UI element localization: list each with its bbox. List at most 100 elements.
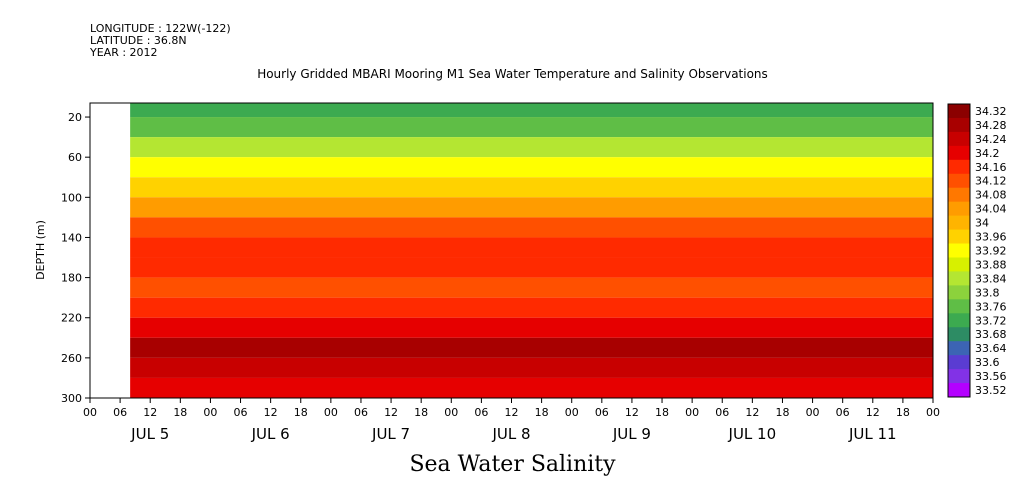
heatmap-band: [130, 197, 934, 218]
colorbar-swatch: [948, 104, 970, 119]
x-tick-label: 12: [505, 406, 519, 419]
variable-title: Sea Water Salinity: [409, 452, 616, 477]
chart-title: Hourly Gridded MBARI Mooring M1 Sea Wate…: [257, 67, 768, 81]
y-axis: 20 60 100 140 180 220 260 300: [61, 111, 90, 405]
x-tick-label: 12: [866, 406, 880, 419]
colorbar-swatch: [948, 313, 970, 328]
y-tick-label: 140: [61, 231, 82, 244]
x-tick-label: 18: [655, 406, 669, 419]
x-tick-label: 12: [143, 406, 157, 419]
latitude-label: LATITUDE : 36.8N: [90, 34, 187, 47]
y-axis-label: DEPTH (m): [34, 220, 47, 280]
colorbar-label: 33.88: [975, 258, 1007, 271]
x-tick-label: 06: [234, 406, 248, 419]
colorbar-swatch: [948, 369, 970, 384]
colorbar-swatch: [948, 327, 970, 342]
colorbar-swatch: [948, 201, 970, 217]
colorbar-label: 33.6: [975, 356, 1000, 369]
colorbar-swatch: [948, 257, 970, 272]
colorbar-label: 34.08: [975, 189, 1007, 202]
colorbar-swatch: [948, 243, 970, 258]
colorbar: 34.3234.2834.2434.234.1634.1234.0834.043…: [947, 103, 1007, 398]
y-tick-label: 100: [61, 191, 82, 204]
x-tick-label: 06: [113, 406, 127, 419]
heatmap-band: [130, 337, 934, 358]
colorbar-swatch: [948, 215, 970, 231]
x-tick-label: 12: [625, 406, 639, 419]
x-tick-label: 00: [444, 406, 458, 419]
heatmap-cells: [130, 103, 934, 398]
colorbar-label: 33.96: [975, 231, 1007, 244]
colorbar-swatch: [948, 159, 970, 175]
heatmap-band: [130, 377, 934, 398]
x-tick-label: 18: [294, 406, 308, 419]
x-tick-label: 00: [203, 406, 217, 419]
heatmap-band: [130, 237, 934, 258]
x-tick-label: 00: [806, 406, 820, 419]
y-tick-label: 220: [61, 312, 82, 325]
x-tick-label: 06: [715, 406, 729, 419]
heatmap-band: [130, 117, 934, 138]
year-label: YEAR : 2012: [90, 46, 158, 59]
colorbar-swatch: [948, 117, 970, 133]
colorbar-swatch: [948, 187, 970, 203]
x-tick-label: 00: [685, 406, 699, 419]
colorbar-label: 33.52: [975, 384, 1007, 397]
heatmap-band: [130, 177, 934, 198]
colorbar-swatch: [948, 131, 970, 147]
colorbar-frame: [947, 103, 971, 398]
x-day-label: JUL 9: [612, 425, 651, 443]
colorbar-label: 33.8: [975, 286, 1000, 299]
y-tick-label: 180: [61, 272, 82, 285]
heatmap-band: [130, 217, 934, 238]
colorbar-label: 33.72: [975, 314, 1007, 327]
colorbar-swatch: [948, 145, 970, 161]
heatmap-band: [130, 157, 934, 178]
x-tick-label: 18: [414, 406, 428, 419]
y-tick-label: 20: [68, 111, 82, 124]
colorbar-swatch: [948, 355, 970, 370]
x-day-label: JUL 10: [728, 425, 777, 443]
colorbar-label: 33.56: [975, 370, 1007, 383]
colorbar-swatch: [948, 285, 970, 300]
colorbar-label: 33.84: [975, 272, 1007, 285]
colorbar-swatch: [948, 383, 970, 398]
x-day-label: JUL 5: [130, 425, 169, 443]
colorbar-swatch: [948, 173, 970, 189]
x-tick-label: 06: [354, 406, 368, 419]
heatmap-band: [130, 297, 934, 318]
x-tick-label: 00: [83, 406, 97, 419]
x-tick-label: 00: [324, 406, 338, 419]
y-tick-label: 60: [68, 151, 82, 164]
colorbar-label: 34.24: [975, 133, 1007, 146]
x-tick-label: 18: [896, 406, 910, 419]
x-tick-label: 18: [535, 406, 549, 419]
colorbar-label: 34.28: [975, 119, 1007, 132]
x-tick-label: 00: [926, 406, 940, 419]
heatmap-band: [130, 257, 934, 278]
x-day-label: JUL 7: [371, 425, 410, 443]
heatmap-band: [130, 277, 934, 298]
x-day-label: JUL 6: [251, 425, 290, 443]
x-day-label: JUL 8: [491, 425, 530, 443]
heatmap-band: [130, 137, 934, 158]
heatmap-band: [130, 103, 934, 118]
colorbar-label: 33.92: [975, 245, 1007, 258]
metadata-block: LONGITUDE : 122W(-122) LATITUDE : 36.8N …: [90, 23, 231, 59]
x-tick-label: 06: [474, 406, 488, 419]
y-tick-label: 260: [61, 352, 82, 365]
colorbar-swatch: [948, 271, 970, 286]
x-day-label: JUL 11: [848, 425, 897, 443]
colorbar-label: 34.04: [975, 203, 1007, 216]
colorbar-label: 34.2: [975, 147, 1000, 160]
x-tick-label: 00: [565, 406, 579, 419]
colorbar-label: 34: [975, 217, 989, 230]
colorbar-swatch: [948, 229, 970, 245]
colorbar-label: 34.16: [975, 161, 1007, 174]
x-tick-label: 12: [384, 406, 398, 419]
heatmap-band: [130, 357, 934, 378]
colorbar-swatch: [948, 341, 970, 356]
x-tick-label: 12: [745, 406, 759, 419]
x-tick-label: 06: [836, 406, 850, 419]
